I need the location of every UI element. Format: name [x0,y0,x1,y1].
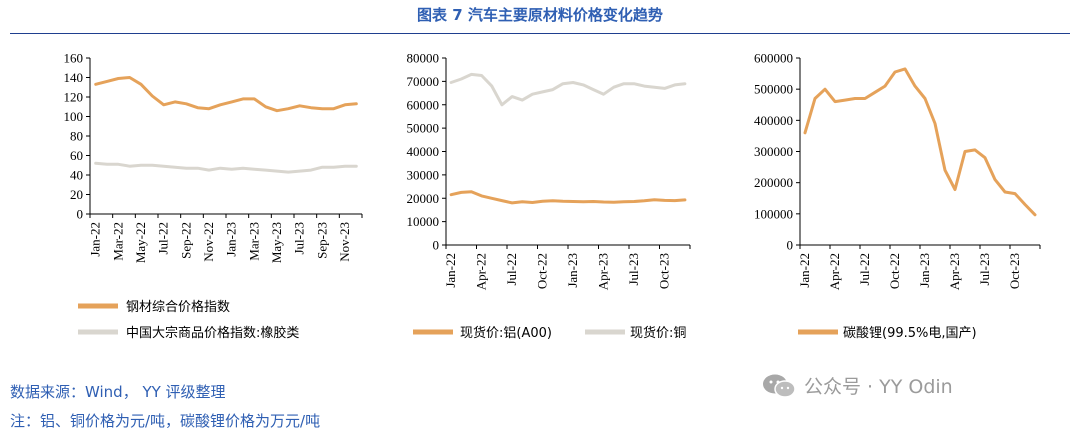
y-tick-label: 20000 [407,191,440,206]
y-tick-label: 200000 [754,175,793,190]
series-line-1 [94,161,358,174]
y-tick-label: 80 [70,129,83,144]
y-tick-label: 40 [70,168,83,183]
y-tick-label: 0 [433,238,440,253]
watermark-text: 公众号 · YY Odin [804,376,953,398]
lithium-carbonate-price-chart: 0 100000 200000 300000 400000 500000 600000 Jan… [754,51,1041,341]
y-tick-label: 20 [70,187,83,202]
chart-legend: 钢材综合价格指数 中国大宗商品价格指数:橡胶类 [78,299,299,341]
steel-rubber-index-chart: 0 20 40 60 80 100 120 140 160 Jan-22 Mar-22 May-22 J… [64,51,363,341]
watermark: 公众号 · YY Odin [762,372,953,399]
x-tick-label: Jan-22 [443,253,458,288]
x-tick-label: Oct-22 [887,253,902,289]
series-line-1 [449,72,687,107]
y-tick-label: 600000 [754,51,793,66]
chart-plot: 0 100000 200000 300000 400000 500000 600000 Jan… [754,51,1041,290]
x-tick-label: Oct-23 [1007,253,1022,289]
aluminum-copper-price-chart: 0 10000 20000 30000 40000 50000 60000 70000 8000… [407,51,691,341]
chart-legend: 现货价:铝(A00) 现货价:铜 [413,325,686,341]
chart-plot: 0 20 40 60 80 100 120 140 160 Jan-22 Mar-22 May-22 J… [64,51,363,263]
x-tick-label: Nov-22 [201,222,216,262]
x-tick-label: Jan-22 [88,222,103,257]
legend-label-aluminum: 现货价:铝(A00) [460,325,552,341]
y-tick-label: 500000 [754,82,793,97]
x-tick-label: Nov-23 [337,222,352,262]
y-tick-label: 100000 [754,206,793,221]
x-tick-label: Oct-23 [657,253,672,289]
x-tick-label: Jul-22 [857,253,872,286]
legend-label-rubber: 中国大宗商品价格指数:橡胶类 [126,325,299,341]
legend-label-copper: 现货价:铜 [630,325,686,341]
y-tick-label: 50000 [407,121,440,136]
x-tick-label: Jul-22 [504,253,519,286]
x-tick-label: May-22 [133,222,148,263]
legend-label-lithium: 碳酸锂(99.5%电,国产) [843,326,977,341]
x-tick-label: Apr-22 [827,253,842,290]
x-tick-label: Jul-23 [292,222,307,255]
x-tick-label: Apr-23 [596,253,611,290]
y-tick-label: 60 [70,148,83,163]
x-tick-label: Oct-22 [535,253,550,289]
x-tick-label: Apr-23 [947,253,962,290]
series-line-0 [803,67,1037,217]
x-tick-label: Jul-22 [156,222,171,255]
series-line-0 [94,76,358,113]
series-line-0 [449,190,687,205]
y-tick-label: 0 [787,238,794,253]
charts-area: 0 20 40 60 80 100 120 140 160 Jan-22 Mar-22 May-22 J… [64,51,1041,341]
y-tick-label: 140 [64,70,84,85]
x-tick-label: Jan-23 [917,253,932,288]
y-tick-label: 40000 [407,144,440,159]
y-tick-label: 100 [64,109,84,124]
x-tick-label: Jul-23 [977,253,992,286]
x-tick-label: Jan-23 [565,253,580,288]
chart-legend: 碳酸锂(99.5%电,国产) [798,326,977,341]
y-tick-label: 120 [64,90,84,105]
x-tick-label: Jan-22 [797,253,812,288]
x-tick-label: May-23 [269,222,284,263]
y-tick-label: 300000 [754,144,793,159]
x-tick-label: Mar-23 [246,222,261,261]
x-tick-label: Apr-22 [474,253,489,290]
x-tick-label: Jan-23 [224,222,239,257]
y-tick-label: 70000 [407,74,440,89]
x-tick-label: Sep-22 [178,222,193,259]
y-tick-label: 0 [77,207,84,222]
y-tick-label: 30000 [407,167,440,182]
x-tick-label: Sep-23 [314,222,329,259]
y-tick-label: 400000 [754,113,793,128]
wechat-icon [763,374,796,398]
y-tick-label: 60000 [407,97,440,112]
figure-title: 图表 7 汽车主要原材料价格变化趋势 [417,6,663,24]
x-tick-label: Jul-23 [626,253,641,286]
data-source-note: 数据来源：Wind， YY 评级整理 [10,383,226,401]
y-tick-label: 160 [64,51,84,66]
legend-label-steel: 钢材综合价格指数 [126,299,230,315]
y-tick-label: 80000 [407,51,440,66]
x-tick-label: Mar-22 [110,222,125,261]
y-tick-label: 10000 [407,214,440,229]
unit-note: 注：铝、铜价格为元/吨，碳酸锂价格为万元/吨 [10,412,321,430]
title-rule [10,33,1070,34]
chart-plot: 0 10000 20000 30000 40000 50000 60000 70000 8000… [407,51,691,290]
